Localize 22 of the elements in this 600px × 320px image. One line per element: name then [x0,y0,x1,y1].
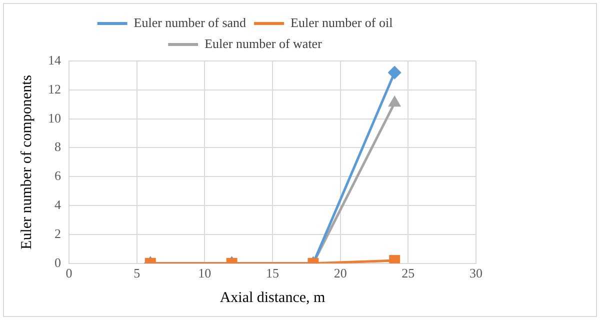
x-tick-label: 5 [134,266,140,281]
y-tick-label: 8 [54,139,61,154]
x-tick-label: 0 [66,266,72,281]
y-tick-label: 0 [54,254,61,270]
point [389,96,400,107]
y-tick-label: 6 [54,168,62,184]
point [388,66,401,79]
x-tick-label: 15 [266,266,279,281]
x-tick-label: 30 [470,266,482,281]
y-tick-label: 10 [48,110,61,126]
legend-label: Euler number of sand [134,14,247,30]
x-axis-title: Axial distance, m [220,290,326,306]
y-tick-label: 14 [48,52,62,68]
legend-label: Euler number of oil [290,14,394,30]
legend-label: Euler number of water [204,36,323,51]
x-tick-label: 20 [334,266,347,281]
y-tick-label: 4 [54,196,62,212]
x-tick-label: 25 [402,266,415,281]
x-tick-label: 10 [198,266,212,281]
y-tick-label: 2 [54,226,61,241]
y-tick-label: 12 [48,81,61,96]
y-axis-title: Euler number of components [18,74,35,250]
